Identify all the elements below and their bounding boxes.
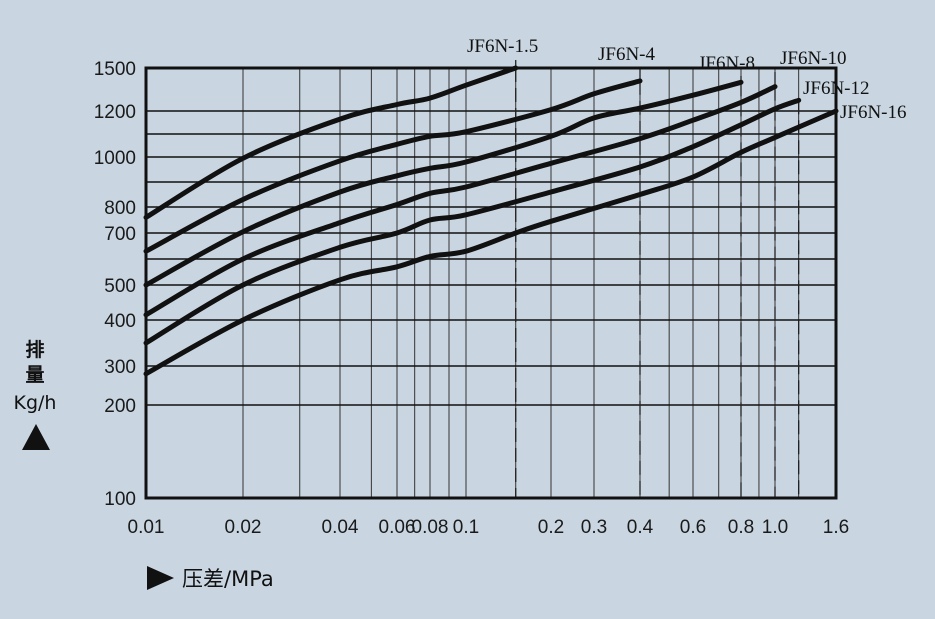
series-line [143, 65, 519, 220]
series-label: JF6N-12 [803, 78, 870, 99]
series-line [143, 78, 643, 254]
y-tick-label: 1000 [94, 148, 136, 169]
x-tick-label: 0.04 [322, 517, 359, 538]
x-tick-label: 0.08 [412, 517, 449, 538]
x-tick-label: 0.4 [627, 517, 654, 538]
y-tick-label: 700 [104, 224, 136, 245]
y-tick-label: 400 [104, 311, 136, 332]
y-tick-label: 1200 [94, 102, 136, 123]
series-line [143, 84, 778, 318]
x-tick-label: 0.01 [128, 517, 165, 538]
x-axis-label: 压差/MPa [182, 567, 274, 591]
x-tick-labels: 0.01 0.02 0.04 0.060.08 0.1 0.2 0.3 0.4 0.6 0.8 1.… [128, 517, 850, 538]
series-label: JF6N-4 [598, 44, 656, 65]
series-labels: JF6N-1.5 JF6N-4 JF6N-8 JF6N-10 JF6N-12 JF6N-1… [467, 36, 907, 123]
series-label: JF6N-1.5 [467, 36, 538, 57]
y-tick-label: 500 [104, 276, 136, 297]
x-tick-label: 0.2 [538, 517, 564, 538]
y-tick-label: 200 [104, 396, 136, 417]
y-axis-label-line1: 排 [25, 338, 44, 361]
x-tick-label: 0.1 [453, 517, 479, 538]
series-line [143, 97, 802, 346]
y-tick-label: 1500 [94, 59, 136, 80]
series-label: JF6N-16 [840, 102, 907, 123]
x-tick-label: 1.6 [823, 517, 849, 538]
x-tick-label: 0.06 [379, 517, 416, 538]
x-axis-arrow-icon [147, 566, 174, 590]
series-line [143, 79, 744, 288]
series-curves [143, 65, 839, 377]
y-axis-arrow-icon [22, 424, 50, 450]
y-tick-labels: 100 200 300 400 500 700 800 1000 1200 1500 [94, 59, 136, 510]
y-tick-label: 100 [104, 489, 136, 510]
series-label: JF6N-8 [698, 53, 755, 74]
y-tick-label: 300 [104, 357, 136, 378]
y-axis-unit: Kg/h [14, 392, 57, 414]
series-label: JF6N-10 [780, 48, 847, 69]
series-line [143, 108, 839, 377]
x-tick-label: 1.0 [762, 517, 788, 538]
y-tick-label: 800 [104, 198, 136, 219]
y-axis-label-line2: 量 [25, 364, 44, 386]
x-tick-label: 0.6 [680, 517, 706, 538]
x-tick-label: 0.02 [225, 517, 262, 538]
x-tick-label: 0.8 [728, 517, 754, 538]
plot-frame [144, 66, 838, 500]
x-tick-label: 0.3 [581, 517, 607, 538]
